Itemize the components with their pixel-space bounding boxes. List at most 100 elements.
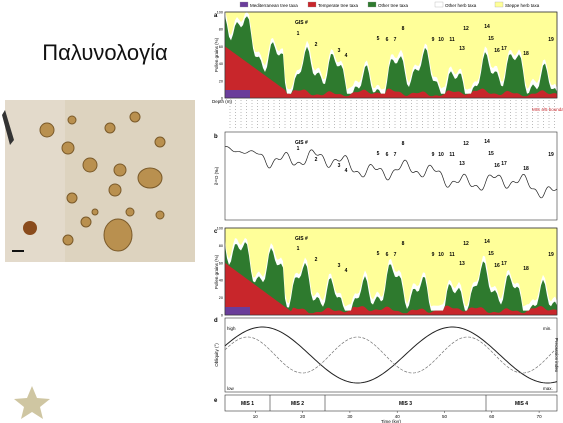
gis-number: 10 <box>438 152 444 158</box>
gis-label: GIS # <box>295 20 308 26</box>
gis-number: 5 <box>377 251 380 257</box>
gis-number: 5 <box>377 36 380 42</box>
y-tick-label: 0 <box>221 97 223 101</box>
y-tick-label: 40 <box>219 279 223 283</box>
purple-area <box>225 90 250 98</box>
gis-number: 2 <box>315 42 318 48</box>
figure: Mediterranean tree taxa Temperate tree ta… <box>212 1 563 423</box>
gis-number: 13 <box>459 46 465 52</box>
gis-number: 11 <box>449 252 455 258</box>
gis-number: 19 <box>548 152 554 158</box>
legend-label: Temperate tree taxa <box>318 3 359 8</box>
gis-number: 4 <box>345 168 348 174</box>
legend-swatch <box>367 1 377 8</box>
panel-frame <box>224 227 558 316</box>
x-tick-label: 20 <box>300 414 306 419</box>
x-axis-label: Time (kyr) <box>381 419 402 423</box>
precession-max: max. <box>543 386 553 391</box>
gis-number: 8 <box>402 141 405 147</box>
gis-number: 9 <box>432 252 435 258</box>
panel-letter: b <box>214 134 218 140</box>
gis-number: 12 <box>463 26 469 32</box>
red-area <box>225 262 557 315</box>
gis-label: GIS # <box>295 140 308 146</box>
gis-number: 5 <box>377 151 380 157</box>
gis-number: 3 <box>338 163 341 169</box>
gis-label: GIS # <box>295 236 308 242</box>
y-tick-label: 100 <box>217 227 223 231</box>
slide-title: Παλυνολογία <box>42 40 168 65</box>
star-icon <box>14 386 50 419</box>
x-tick-label: 40 <box>395 414 401 419</box>
gis-number: 15 <box>488 151 494 157</box>
x-tick-label: 70 <box>537 414 543 419</box>
precession-min: min. <box>543 326 552 331</box>
y-axis-label: Pollen grains (%) <box>214 254 219 289</box>
gis-number: 13 <box>459 261 465 267</box>
gis-number: 12 <box>463 241 469 247</box>
gis-number: 9 <box>432 37 435 43</box>
precession-label: Precession index <box>554 338 559 373</box>
gis-number: 17 <box>501 261 507 267</box>
y-tick-label: 80 <box>219 28 223 32</box>
pollen-photo <box>2 100 195 262</box>
obliquity-low: low <box>227 386 235 391</box>
gis-number: 17 <box>501 161 507 167</box>
legend-label: Other herb taxa <box>445 3 477 8</box>
gis-number: 15 <box>488 36 494 42</box>
gis-number: 17 <box>501 46 507 52</box>
red-area <box>225 46 557 98</box>
gis-number: 19 <box>548 252 554 258</box>
legend-swatch <box>434 1 444 8</box>
gis-number: 12 <box>463 141 469 147</box>
y-tick-label: 20 <box>219 79 223 83</box>
gis-number: 11 <box>449 152 455 158</box>
y-tick-label: 60 <box>219 261 223 265</box>
gis-number: 2 <box>315 157 318 163</box>
gis-number: 18 <box>523 51 529 57</box>
gis-number: 3 <box>338 48 341 54</box>
gis-number: 14 <box>484 239 490 245</box>
gis-number: 14 <box>484 139 490 145</box>
gis-number: 6 <box>386 252 389 258</box>
x-tick-label: 30 <box>347 414 353 419</box>
y-tick-label: 60 <box>219 45 223 49</box>
gis-number: 11 <box>449 37 455 43</box>
gis-number: 14 <box>484 24 490 30</box>
y-tick-label: 20 <box>219 296 223 300</box>
panel-letter: e <box>214 398 218 404</box>
y-axis-label: Obliquity (°) <box>214 343 219 367</box>
gis-number: 4 <box>345 268 348 274</box>
y-tick-label: 100 <box>217 11 223 15</box>
gis-number: 10 <box>438 37 444 43</box>
gis-number: 16 <box>494 163 500 169</box>
gis-number: 1 <box>297 246 300 252</box>
gis-number: 1 <box>297 146 300 152</box>
y-tick-label: 40 <box>219 62 223 66</box>
gis-number: 8 <box>402 241 405 247</box>
gis-number: 16 <box>494 48 500 54</box>
y-tick-label: 80 <box>219 244 223 248</box>
legend-swatch <box>307 1 317 8</box>
gis-number: 7 <box>394 252 397 258</box>
isotope-curve <box>224 146 558 199</box>
mis-label: MIS 3 <box>399 401 412 407</box>
precession-curve <box>224 336 558 374</box>
y-tick-label: 0 <box>221 314 223 318</box>
green-area <box>225 16 557 98</box>
gis-number: 8 <box>402 26 405 32</box>
gis-number: 16 <box>494 263 500 269</box>
gis-number: 18 <box>523 266 529 272</box>
x-tick-label: 60 <box>489 414 495 419</box>
legend-swatch <box>239 1 249 8</box>
x-tick-label: 10 <box>253 414 259 419</box>
gis-number: 6 <box>386 152 389 158</box>
gis-number: 3 <box>338 263 341 269</box>
depth-label: Depth (m) <box>212 99 233 104</box>
x-tick-label: 50 <box>442 414 448 419</box>
gis-number: 7 <box>394 152 397 158</box>
gis-number: 13 <box>459 161 465 167</box>
gis-number: 19 <box>548 37 554 43</box>
mis-boundary: MIS 4/5 boundary <box>532 107 563 112</box>
